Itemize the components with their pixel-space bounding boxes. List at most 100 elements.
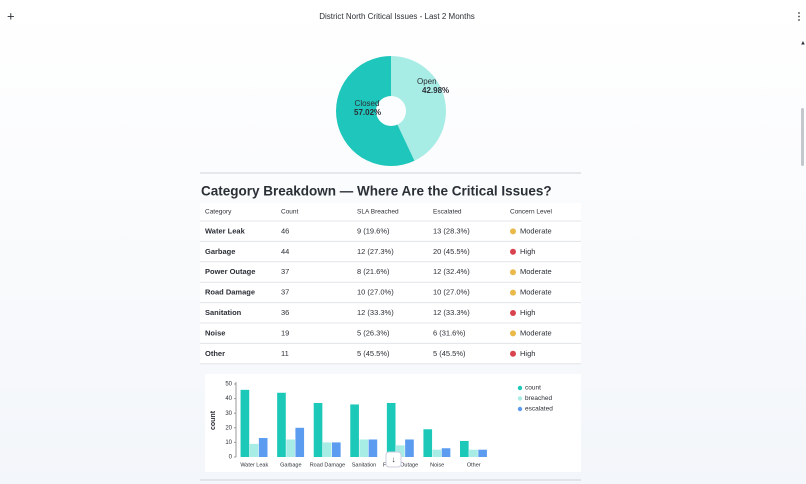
legend-label: breached xyxy=(525,395,552,402)
table-cell: 13 (28.3%) xyxy=(433,226,470,235)
table-cell: 5 (45.5%) xyxy=(357,349,390,358)
table-cell: Other xyxy=(205,349,225,358)
legend-label: count xyxy=(525,385,541,392)
section-title: Category Breakdown — Where Are the Criti… xyxy=(201,184,552,199)
bar xyxy=(240,389,250,457)
y-tick-label: 20 xyxy=(225,425,232,431)
y-tick-label: 40 xyxy=(225,396,232,402)
bar xyxy=(460,440,469,457)
add-button[interactable]: + xyxy=(7,8,15,23)
concern-dot xyxy=(510,350,516,357)
column-header: Escalated xyxy=(433,209,462,216)
y-tick-label: 30 xyxy=(225,411,232,417)
scrollbar-thumb[interactable] xyxy=(801,108,804,166)
column-header: Category xyxy=(205,209,232,216)
bar xyxy=(478,449,487,457)
bar xyxy=(469,449,478,457)
table-cell: Sanitation xyxy=(205,308,242,317)
slice-value: 42.98% xyxy=(422,86,449,95)
table-cell: 20 (45.5%) xyxy=(433,247,470,256)
table-cell: 12 (33.3%) xyxy=(433,308,470,317)
slice-label: Closed xyxy=(355,99,380,108)
bar xyxy=(396,445,405,457)
table-cell: 36 xyxy=(281,308,289,317)
table-cell: 8 (21.6%) xyxy=(357,267,390,276)
x-tick-label: Noise xyxy=(430,462,444,468)
table-cell: High xyxy=(520,247,535,256)
legend-marker xyxy=(517,385,523,391)
bar xyxy=(322,442,332,457)
bar xyxy=(359,439,369,457)
legend-marker xyxy=(517,396,523,401)
table-cell: High xyxy=(520,308,535,317)
table-cell: 44 xyxy=(281,247,289,256)
x-tick-label: Sanitation xyxy=(352,462,376,468)
column-header: Count xyxy=(281,209,299,216)
table-cell: Power Outage xyxy=(205,267,255,276)
table-cell: High xyxy=(520,349,535,358)
x-tick-label: Water Leak xyxy=(240,462,268,468)
concern-dot xyxy=(510,228,516,235)
bar xyxy=(405,439,414,457)
table-cell: 5 (26.3%) xyxy=(357,328,390,337)
table-cell: 6 (31.6%) xyxy=(433,328,466,337)
table-cell: 5 (45.5%) xyxy=(433,349,466,358)
concern-dot xyxy=(510,310,516,316)
y-tick-label: 50 xyxy=(225,382,232,388)
table-cell: 11 xyxy=(281,349,289,358)
column-header: Concern Level xyxy=(510,209,552,216)
table-cell: Water Leak xyxy=(205,226,246,235)
pie-slice xyxy=(391,56,446,161)
slice-label: Open xyxy=(417,77,437,86)
bar xyxy=(441,448,451,457)
table-cell: 12 (32.4%) xyxy=(433,267,470,276)
page-title: District North Critical Issues - Last 2 … xyxy=(319,12,475,21)
table-bg xyxy=(200,203,581,364)
table-cell: 37 xyxy=(281,267,289,276)
scroll-up[interactable]: ▲ xyxy=(800,41,806,47)
table-cell: 10 (27.0%) xyxy=(433,288,470,297)
bar xyxy=(386,402,396,457)
bar xyxy=(432,449,442,457)
bar xyxy=(332,442,341,457)
table-cell: Moderate xyxy=(520,288,552,297)
bar xyxy=(350,404,359,457)
table-cell: 10 (27.0%) xyxy=(357,288,394,297)
concern-dot xyxy=(510,248,516,255)
bar xyxy=(313,402,323,457)
table-cell: Noise xyxy=(205,328,225,337)
table-cell: 12 (33.3%) xyxy=(357,308,394,317)
table-cell: Moderate xyxy=(520,328,552,337)
pie-slice xyxy=(335,56,415,166)
concern-dot xyxy=(510,330,516,337)
legend-marker xyxy=(517,406,523,412)
bar xyxy=(423,429,433,457)
bar xyxy=(258,438,268,457)
bar xyxy=(286,439,295,457)
y-tick-label: 10 xyxy=(225,440,232,446)
bar xyxy=(368,439,378,457)
table-cell: 46 xyxy=(281,226,289,235)
table-cell: Garbage xyxy=(205,247,235,256)
bar xyxy=(249,443,259,457)
legend-label: escalated xyxy=(525,406,553,413)
table-cell: 12 (27.3%) xyxy=(357,247,394,256)
x-tick-label: Road Damage xyxy=(310,462,345,468)
table-cell: Moderate xyxy=(520,267,552,276)
svg-text:↓: ↓ xyxy=(392,455,396,464)
menu-button[interactable] xyxy=(798,12,800,21)
slice-value: 57.02% xyxy=(354,108,381,117)
table-cell: Moderate xyxy=(520,226,552,235)
y-axis-label: count xyxy=(210,410,217,430)
concern-dot xyxy=(510,269,516,276)
bar xyxy=(295,427,305,457)
table-cell: 19 xyxy=(281,328,289,337)
column-header: SLA Breached xyxy=(357,209,399,216)
bar xyxy=(277,392,286,457)
table-cell: 9 (19.6%) xyxy=(357,226,390,235)
table-cell: 37 xyxy=(281,288,289,297)
scroll-down-button[interactable]: ↓ xyxy=(385,451,402,468)
concern-dot xyxy=(510,289,516,296)
